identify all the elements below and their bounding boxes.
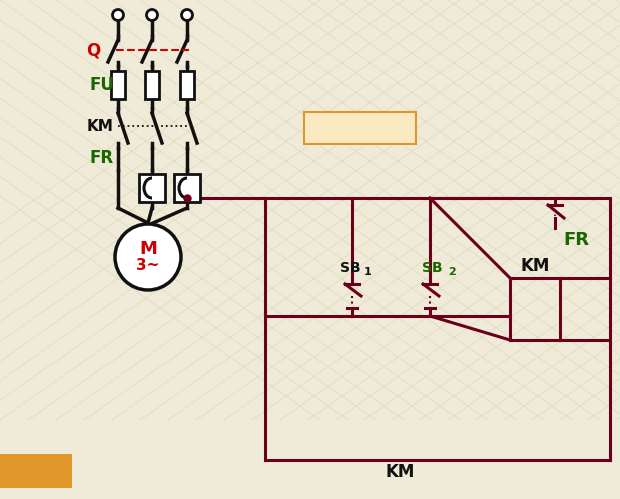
Circle shape — [115, 224, 181, 290]
Text: KM: KM — [87, 118, 114, 134]
FancyBboxPatch shape — [0, 454, 72, 488]
Text: 1: 1 — [364, 267, 372, 277]
FancyBboxPatch shape — [111, 71, 125, 99]
Circle shape — [112, 9, 123, 20]
FancyBboxPatch shape — [145, 71, 159, 99]
FancyBboxPatch shape — [180, 71, 194, 99]
Circle shape — [146, 9, 157, 20]
Text: M: M — [139, 240, 157, 258]
FancyBboxPatch shape — [174, 174, 200, 202]
Text: 3~: 3~ — [136, 258, 160, 273]
Text: FR: FR — [90, 149, 114, 167]
Text: FU: FU — [89, 76, 114, 94]
FancyBboxPatch shape — [139, 174, 165, 202]
Text: SB: SB — [422, 261, 442, 275]
Circle shape — [182, 9, 192, 20]
Text: 控制电路: 控制电路 — [340, 119, 380, 137]
Text: FR: FR — [563, 231, 589, 249]
Text: Q: Q — [86, 41, 100, 59]
Text: 主电路: 主电路 — [22, 464, 50, 479]
Text: 2: 2 — [448, 267, 456, 277]
Text: KM: KM — [520, 257, 550, 275]
Text: SB: SB — [340, 261, 360, 275]
FancyBboxPatch shape — [304, 112, 416, 144]
Text: KM: KM — [385, 463, 415, 481]
